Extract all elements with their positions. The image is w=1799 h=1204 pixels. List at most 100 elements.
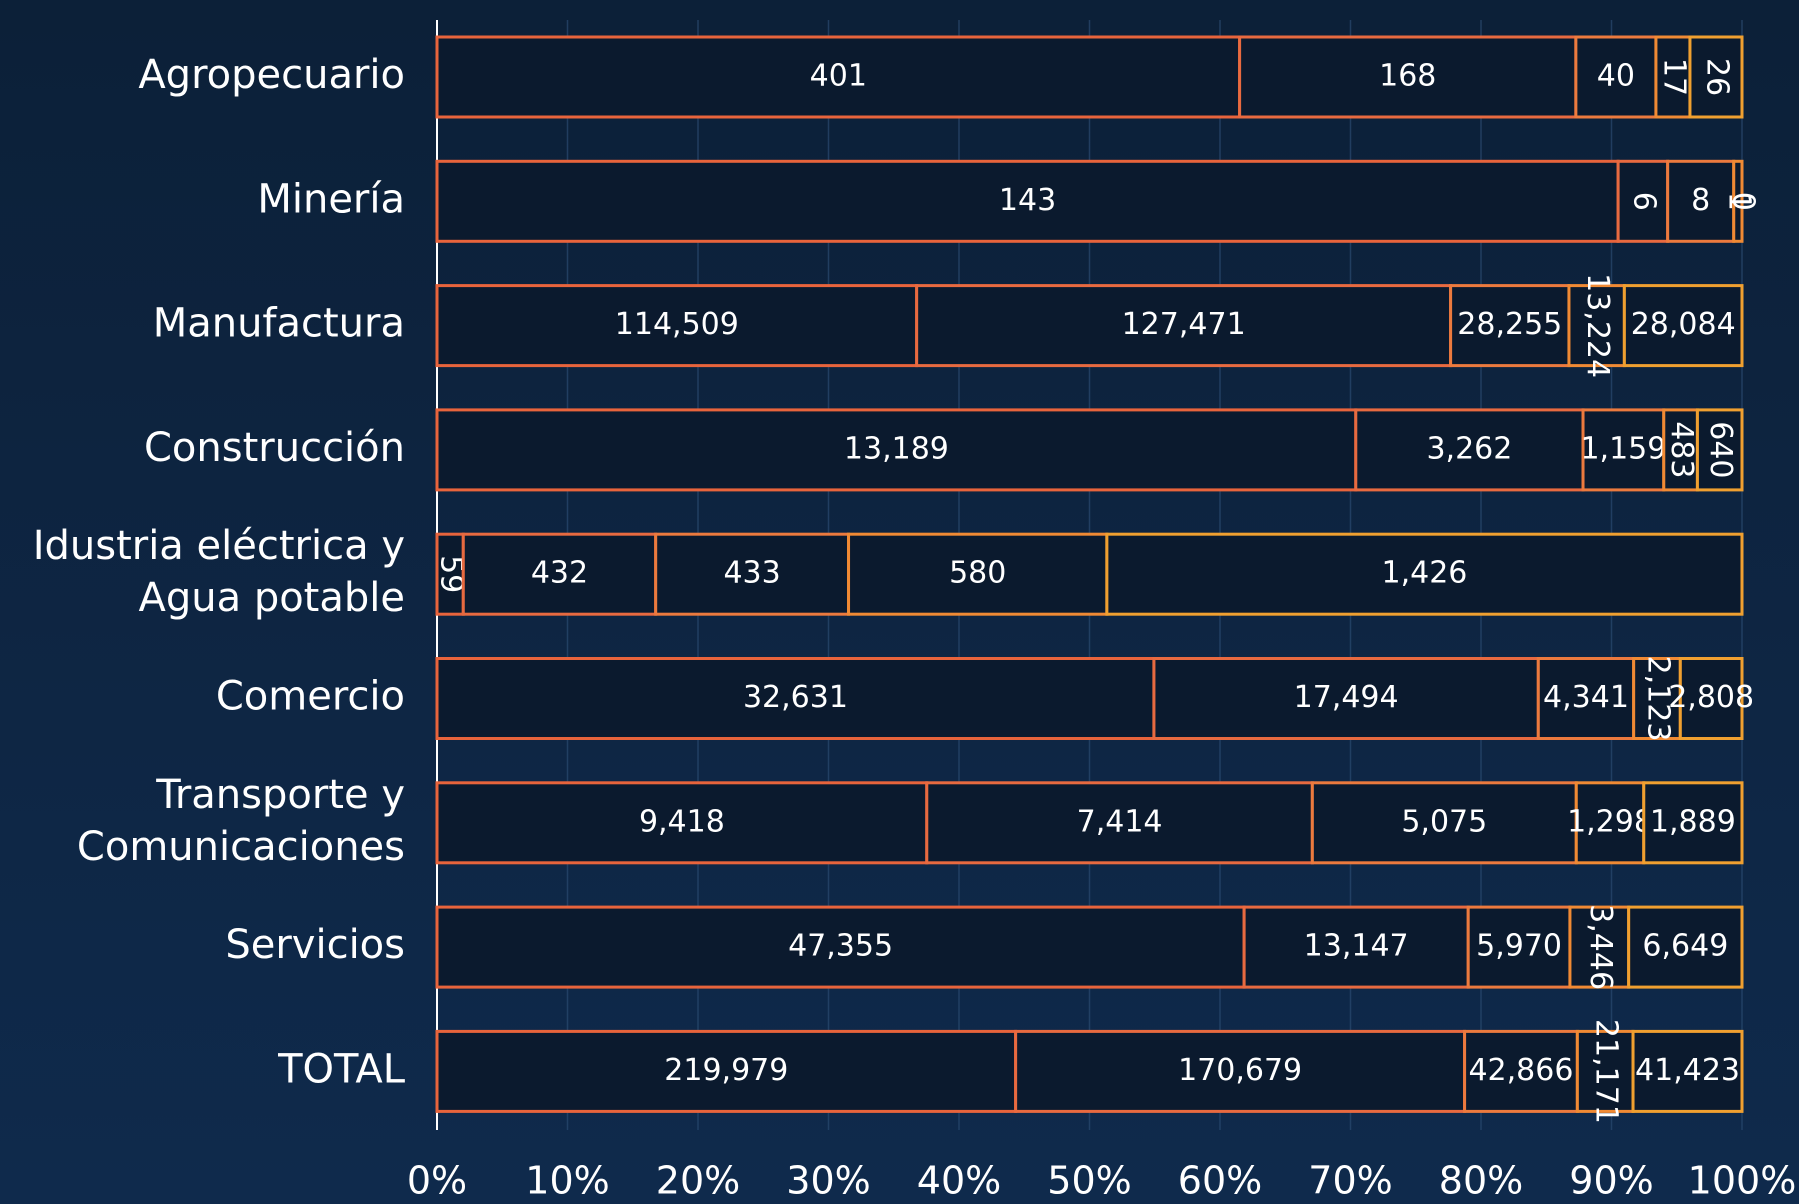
bar-segment [654, 532, 851, 616]
bar-segment [1354, 408, 1585, 492]
value-label: 1,298 [1567, 804, 1653, 839]
value-label: 28,084 [1631, 307, 1736, 342]
bar-segment [435, 905, 1246, 989]
value-label: 0 [1726, 192, 1761, 211]
x-tick-label: 80% [1439, 1159, 1523, 1203]
value-label: 13,224 [1580, 273, 1615, 378]
value-label: 8 [1691, 183, 1710, 218]
category-label: Manufactura [153, 301, 405, 347]
value-label: 219,979 [664, 1053, 788, 1088]
category-label: Servicios [225, 922, 405, 968]
category-label: Agropecuario [138, 52, 405, 98]
bar-segment [435, 532, 465, 616]
bar-segment [1662, 408, 1699, 492]
value-label: 5,970 [1476, 929, 1562, 964]
category-label: Comercio [216, 674, 405, 720]
value-label: 168 [1379, 59, 1436, 94]
bar-segment [1631, 1029, 1744, 1113]
bar-segment [435, 284, 919, 368]
value-label: 28,255 [1457, 307, 1562, 342]
value-label: 127,471 [1122, 307, 1246, 342]
value-label: 3,262 [1426, 431, 1512, 466]
x-tick-label: 70% [1308, 1159, 1392, 1203]
value-label: 170,679 [1178, 1053, 1302, 1088]
value-label: 42,866 [1468, 1053, 1573, 1088]
bar-segment [435, 159, 1620, 243]
category-label: Minería [257, 176, 405, 222]
bar-segment [1688, 35, 1744, 119]
x-tick-label: 50% [1047, 1159, 1131, 1203]
value-label: 41,423 [1635, 1053, 1740, 1088]
value-label: 1,889 [1650, 804, 1736, 839]
value-label: 47,355 [788, 929, 893, 964]
x-tick-label: 20% [656, 1159, 740, 1203]
value-label: 7,414 [1077, 804, 1163, 839]
value-label: 3,446 [1583, 904, 1618, 990]
value-label: 5,075 [1401, 804, 1487, 839]
value-label: 9,418 [639, 804, 725, 839]
bar-segment [1654, 35, 1692, 119]
value-label: 1,159 [1580, 431, 1666, 466]
bar-segment [925, 781, 1314, 865]
value-label: 640 [1703, 421, 1738, 478]
bar-segment [1581, 408, 1666, 492]
category-label: Idustria eléctrica y Agua potable [33, 523, 405, 621]
value-label: 40 [1597, 59, 1635, 94]
x-tick-label: 90% [1569, 1159, 1653, 1203]
value-label: 1,426 [1381, 556, 1467, 591]
category-label: TOTAL [277, 1046, 406, 1092]
category-label: Construcción [144, 425, 405, 471]
bar-segment [847, 532, 1109, 616]
value-label: 432 [531, 556, 588, 591]
value-label: 32,631 [743, 680, 848, 715]
bar-segment [461, 532, 658, 616]
bar-segment [1678, 657, 1744, 740]
x-tick-label: 60% [1178, 1159, 1262, 1203]
bar-segment [1627, 905, 1744, 989]
bar-segment [1666, 159, 1736, 243]
bar-segment [915, 284, 1453, 368]
value-label: 433 [723, 556, 780, 591]
bar-segment [1310, 781, 1578, 865]
bar-segment [1622, 284, 1744, 368]
bar-segment [435, 657, 1156, 740]
value-label: 4,341 [1543, 680, 1629, 715]
value-label: 6 [1626, 192, 1661, 211]
bar-segment [1466, 905, 1572, 989]
x-tick-label: 30% [786, 1159, 870, 1203]
value-label: 13,189 [844, 431, 949, 466]
value-label: 483 [1664, 421, 1699, 478]
value-label: 26 [1699, 58, 1734, 96]
bar-segment [1242, 905, 1470, 989]
value-label: 6,649 [1642, 929, 1728, 964]
x-tick-label: 40% [917, 1159, 1001, 1203]
x-tick-label: 10% [525, 1159, 609, 1203]
value-label: 2,808 [1668, 680, 1754, 715]
bar-segment [435, 408, 1358, 492]
value-label: 143 [999, 183, 1056, 218]
bar-segment [1105, 532, 1744, 616]
value-label: 17,494 [1294, 680, 1399, 715]
bar-segment [1575, 1029, 1635, 1113]
value-label: 580 [949, 556, 1006, 591]
bar-segment [1152, 657, 1540, 740]
x-tick-label: 0% [407, 1159, 467, 1203]
bar-segment [1642, 781, 1744, 865]
bar-segment [1449, 284, 1571, 368]
bar-segment [435, 35, 1242, 119]
value-label: 21,171 [1589, 1019, 1624, 1124]
bar-segment [1732, 159, 1744, 243]
value-label: 2,123 [1640, 656, 1675, 742]
bar-segment [435, 781, 929, 865]
bar-segment [1616, 159, 1670, 243]
x-tick-label: 100% [1688, 1159, 1797, 1203]
category-label: Transporte y Comunicaciones [77, 772, 405, 870]
bar-segment [1014, 1029, 1467, 1113]
value-label: 17 [1656, 58, 1691, 96]
value-label: 401 [810, 59, 867, 94]
value-label: 114,509 [615, 307, 739, 342]
value-label: 13,147 [1304, 929, 1409, 964]
bar-segment [1574, 35, 1658, 119]
